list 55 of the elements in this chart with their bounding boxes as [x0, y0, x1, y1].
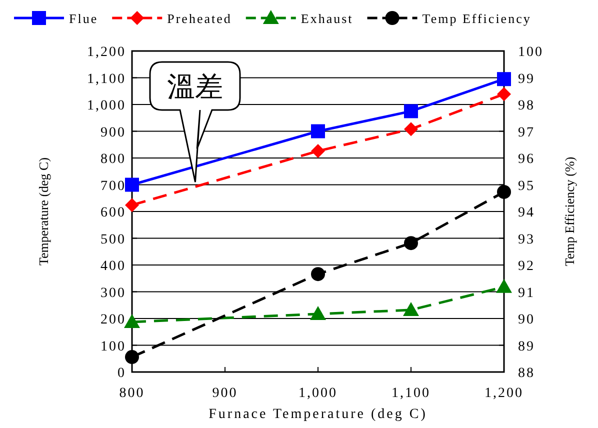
y-tick-label: 300	[100, 286, 126, 301]
y2-tick-label: 91	[518, 286, 535, 301]
y-tick-label: 400	[100, 259, 126, 274]
legend-label: Flue	[69, 11, 98, 26]
point	[404, 104, 418, 118]
point	[125, 178, 139, 192]
y2-tick-label: 96	[518, 152, 535, 167]
y2-tick-label: 98	[518, 98, 535, 114]
y-tick-label: 200	[100, 312, 126, 328]
y2-tick-label: 100	[518, 45, 544, 60]
x-tick-label: 1,100	[392, 386, 430, 401]
annotation: 溫差	[167, 70, 223, 103]
y-axis-title: Temperature (deg C)	[36, 157, 51, 266]
x-tick-label: 1,200	[484, 386, 524, 401]
x-tick-label: 1,000	[298, 386, 338, 401]
x-axis-title: Furnace Temperature (deg C)	[208, 407, 428, 422]
y2-tick-label: 88	[518, 366, 535, 381]
y2-tick-label: 95	[518, 178, 535, 194]
x-tick-label: 800	[119, 386, 145, 401]
point	[311, 124, 325, 138]
y2-tick-label: 90	[518, 312, 535, 328]
y-tick-label: 0	[118, 366, 126, 381]
point	[310, 306, 326, 320]
legend-label: Exhaust	[300, 11, 354, 26]
point	[404, 122, 418, 136]
point	[496, 278, 512, 293]
y2-tick-label: 99	[518, 72, 535, 87]
x-tick-label: 900	[212, 386, 238, 401]
y-tick-label: 500	[100, 232, 126, 248]
point	[497, 72, 511, 86]
point	[311, 144, 325, 158]
y-tick-label: 1,200	[87, 45, 126, 60]
point	[125, 350, 139, 364]
point	[403, 302, 419, 316]
point	[124, 314, 140, 328]
y2-tick-label: 92	[518, 259, 535, 274]
y-tick-label: 900	[100, 125, 126, 140]
y-tick-label: 1,000	[87, 98, 126, 114]
point	[404, 236, 418, 250]
point	[497, 87, 511, 102]
point	[125, 198, 139, 212]
legend-label: Preheated	[167, 11, 232, 26]
point	[311, 267, 325, 282]
y2-tick-label: 93	[518, 232, 535, 248]
y-tick-label: 1,100	[87, 72, 126, 87]
y2-tick-label: 94	[518, 206, 535, 220]
legend-label: Temp Efficiency	[422, 11, 532, 26]
y-tick-label: 700	[100, 178, 126, 194]
y-tick-label: 100	[100, 339, 126, 354]
y-tick-label: 800	[100, 152, 126, 167]
y2-tick-label: 97	[518, 125, 535, 140]
y2-axis-title: Temp Efficiency (%)	[562, 156, 577, 266]
y2-tick-label: 89	[518, 339, 535, 354]
point	[497, 184, 511, 199]
y-tick-label: 600	[100, 206, 126, 220]
